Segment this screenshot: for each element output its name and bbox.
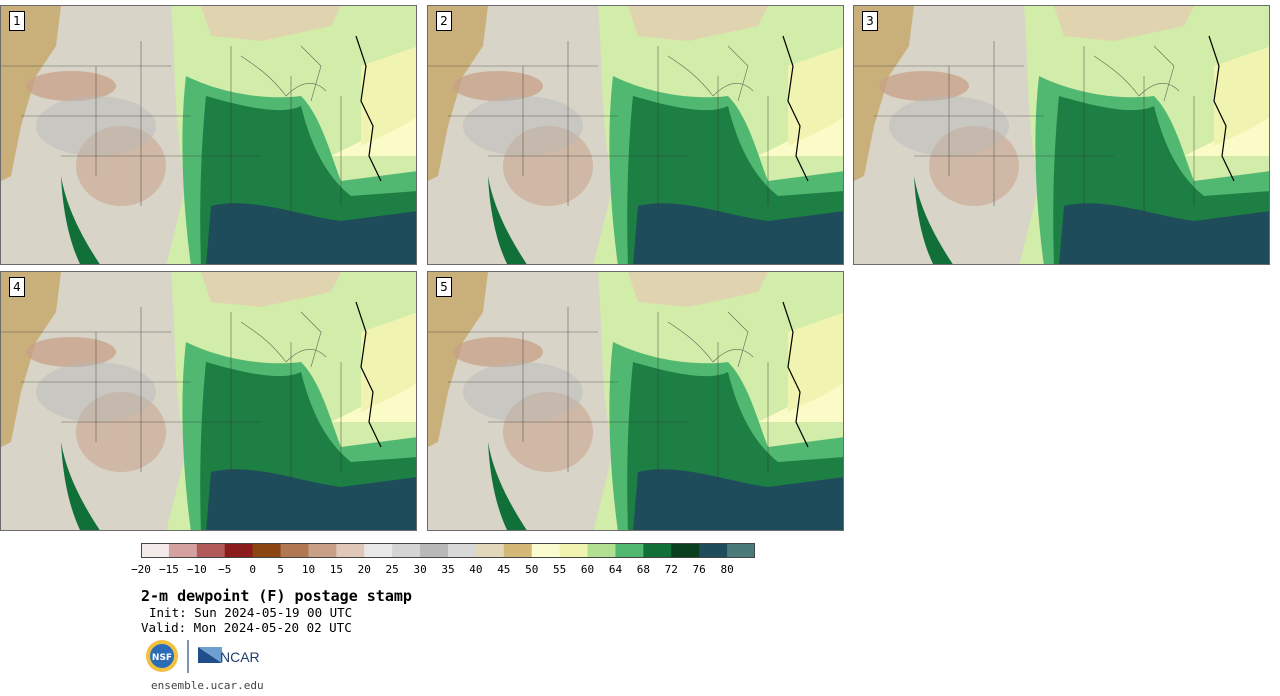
colorbar-tick-label: −20 bbox=[131, 563, 151, 576]
ncar-logo-text: NCAR bbox=[220, 649, 260, 665]
postage-stamp-panel-5: 5 bbox=[427, 271, 844, 531]
dewpoint-map bbox=[1, 6, 416, 264]
colorbar-swatch bbox=[196, 543, 226, 558]
colorbar-swatch bbox=[336, 543, 365, 558]
panel-number-label: 1 bbox=[9, 11, 25, 31]
valid-time: Valid: Mon 2024-05-20 02 UTC bbox=[141, 620, 352, 635]
colorbar-tick-label: 15 bbox=[329, 563, 343, 576]
colorbar-tick-label: 25 bbox=[385, 563, 399, 576]
colorbar-swatch bbox=[587, 543, 616, 558]
site-url: ensemble.ucar.edu bbox=[151, 679, 264, 692]
colorbar-swatch bbox=[392, 543, 421, 558]
colorbar-tick-label: 50 bbox=[525, 563, 539, 576]
colorbar-tick-label: 55 bbox=[553, 563, 567, 576]
colorbar-swatch bbox=[364, 543, 393, 558]
colorbar-swatch bbox=[168, 543, 198, 558]
colorbar-tick-label: −5 bbox=[218, 563, 232, 576]
colorbar-tick-labels: −20 −15 −10 −5 0 5 10 15 20 25 30 35 40 45 50 55 60 64 68 7… bbox=[131, 559, 755, 579]
postage-stamp-panel-2: 2 bbox=[427, 5, 844, 265]
colorbar-tick-label: 35 bbox=[441, 563, 455, 576]
dewpoint-map bbox=[854, 6, 1269, 264]
panel-number-label: 5 bbox=[436, 277, 452, 297]
colorbar-swatch bbox=[559, 543, 589, 558]
colorbar-swatch bbox=[224, 543, 254, 558]
colorbar-tick-label: 45 bbox=[497, 563, 511, 576]
panel-number-label: 4 bbox=[9, 277, 25, 297]
panel-number-label: 3 bbox=[862, 11, 878, 31]
colorbar-tick-label: 10 bbox=[301, 563, 316, 576]
colorbar-swatch bbox=[475, 543, 505, 558]
nsf-logo-text: NSF bbox=[152, 653, 172, 663]
init-time: Init: Sun 2024-05-19 00 UTC bbox=[149, 605, 353, 620]
colorbar-tick-label: 30 bbox=[413, 563, 427, 576]
colorbar-tick-label: 0 bbox=[249, 563, 256, 576]
nsf-ncar-logos: NSF NCAR bbox=[146, 640, 260, 673]
panel-number-label: 2 bbox=[436, 11, 452, 31]
colorbar-swatch bbox=[727, 543, 755, 558]
colorbar-swatch bbox=[699, 543, 728, 558]
dewpoint-colorbar bbox=[141, 543, 755, 558]
colorbar-swatch bbox=[448, 543, 477, 558]
colorbar-tick-label: 20 bbox=[357, 563, 371, 576]
dewpoint-map bbox=[428, 6, 843, 264]
colorbar-swatch bbox=[280, 543, 309, 558]
colorbar-swatch bbox=[420, 543, 449, 558]
dewpoint-map bbox=[1, 272, 416, 530]
nsf-logo: NSF bbox=[146, 640, 178, 672]
colorbar-swatch bbox=[615, 543, 644, 558]
colorbar-tick-label: 5 bbox=[277, 563, 284, 576]
colorbar-tick-label: 80 bbox=[720, 563, 734, 576]
dewpoint-map bbox=[428, 272, 843, 530]
postage-stamp-panel-3: 3 bbox=[853, 5, 1270, 265]
colorbar-swatch bbox=[308, 543, 337, 558]
colorbar-swatch bbox=[252, 543, 282, 558]
colorbar-tick-label: 60 bbox=[580, 563, 595, 576]
colorbar-swatch bbox=[503, 543, 533, 558]
colorbar-swatch bbox=[531, 543, 561, 558]
colorbar-tick-label: 64 bbox=[608, 563, 623, 576]
colorbar-tick-label: −15 bbox=[158, 563, 179, 576]
postage-stamp-panel-1: 1 bbox=[0, 5, 417, 265]
plot-title: 2-m dewpoint (F) postage stamp bbox=[141, 587, 412, 605]
colorbar-swatch bbox=[643, 543, 672, 558]
colorbar-swatch bbox=[671, 543, 700, 558]
ncar-logo: NCAR bbox=[198, 647, 260, 665]
colorbar-swatch bbox=[141, 543, 170, 558]
colorbar-tick-label: 40 bbox=[469, 563, 483, 576]
colorbar-tick-label: 72 bbox=[664, 563, 678, 576]
colorbar-tick-label: 68 bbox=[636, 563, 650, 576]
colorbar-tick-label: −10 bbox=[186, 563, 207, 576]
colorbar-tick-label: 76 bbox=[692, 563, 706, 576]
postage-stamp-panel-4: 4 bbox=[0, 271, 417, 531]
